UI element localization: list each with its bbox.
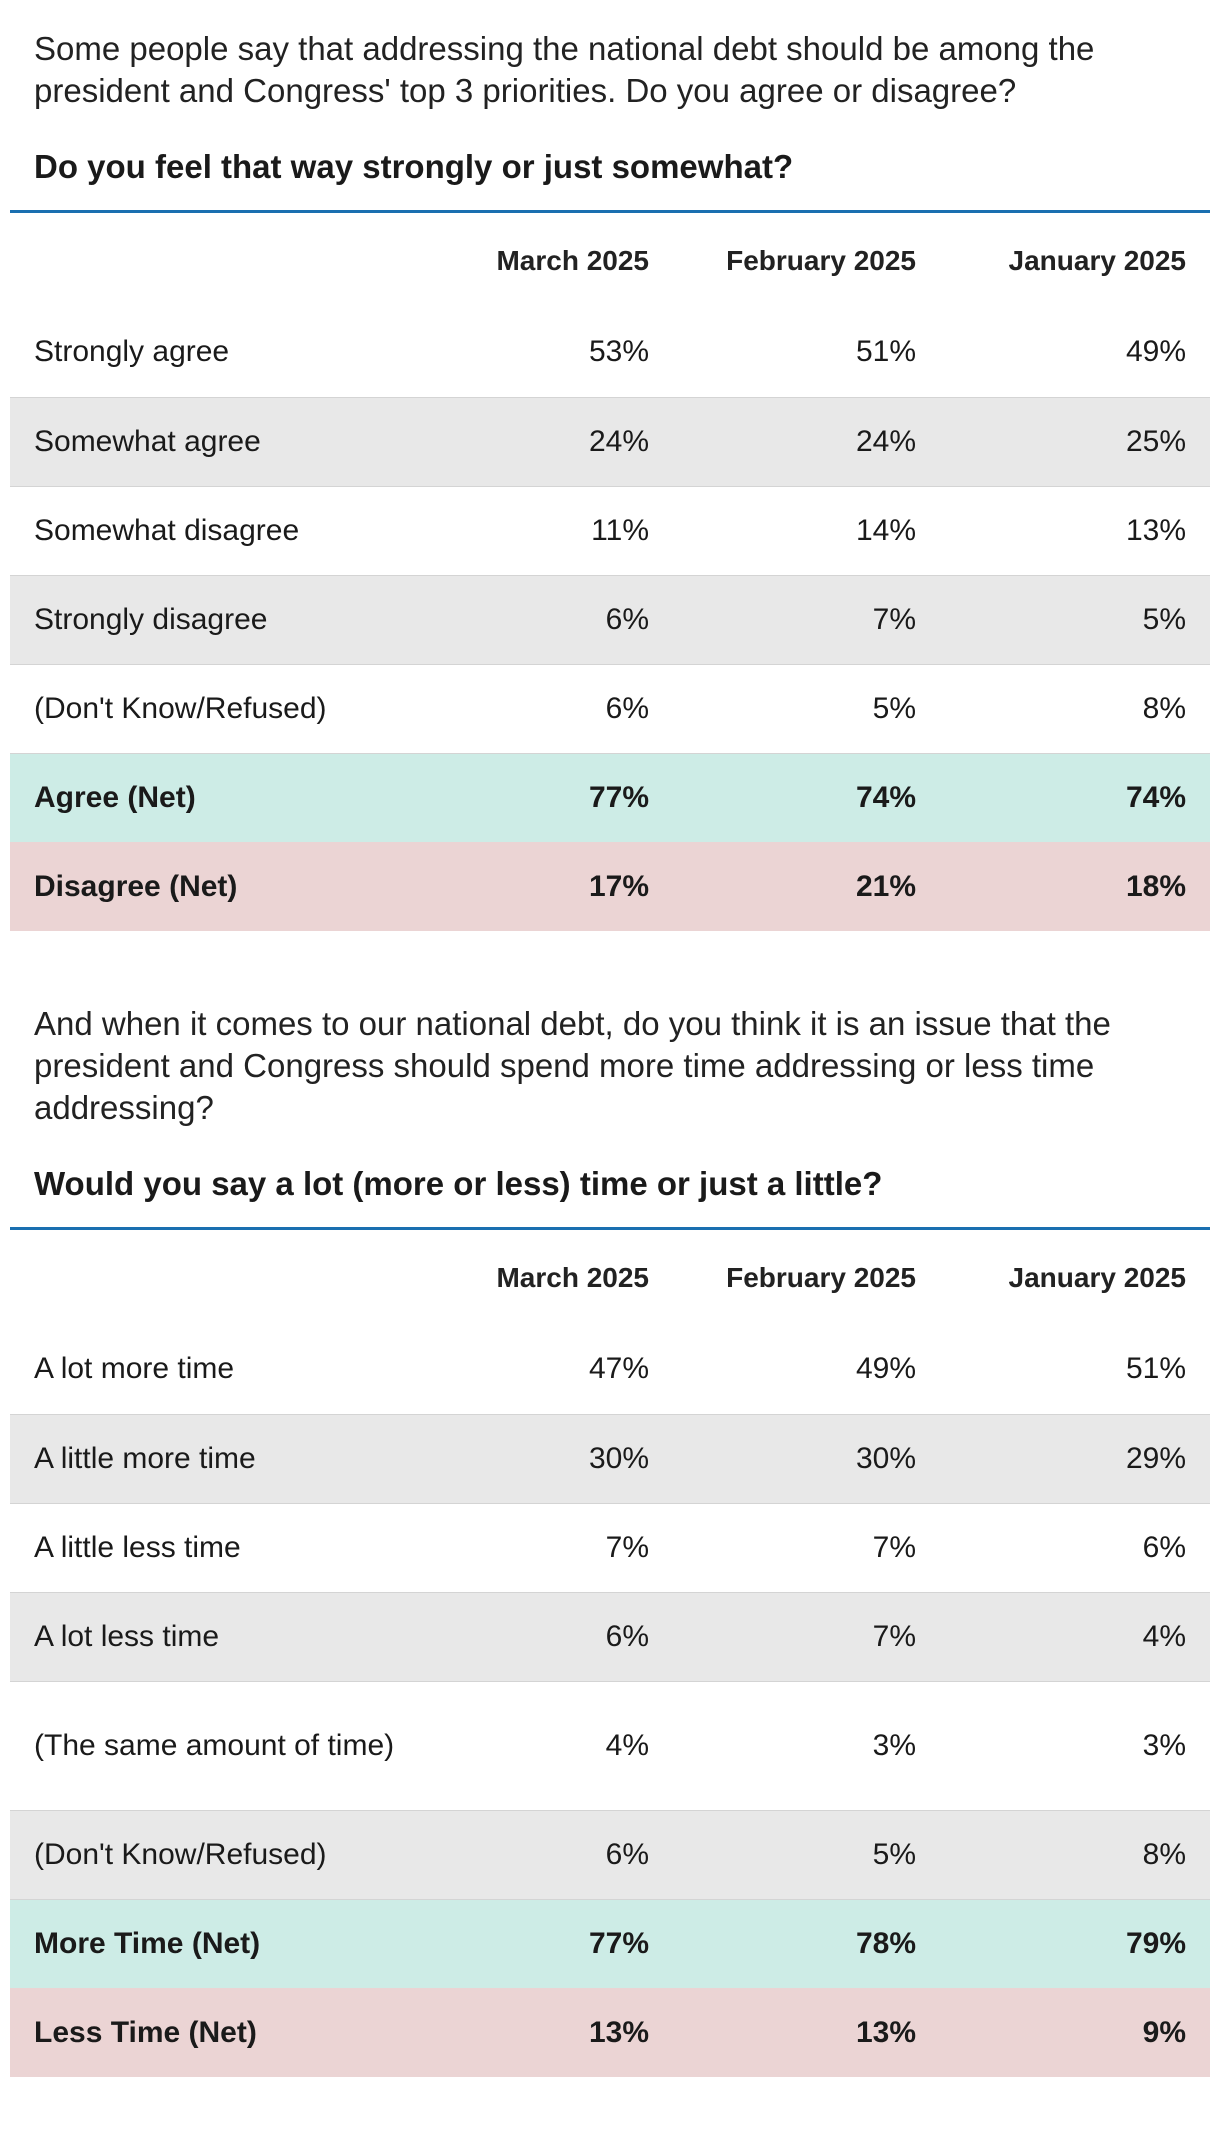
row-label: (The same amount of time): [10, 1681, 454, 1811]
survey-table-2: March 2025 February 2025 January 2025 A …: [10, 1227, 1210, 2077]
value-march: 6%: [454, 1810, 673, 1900]
table-row: Strongly agree 53% 51% 49%: [10, 308, 1210, 398]
value-march: 6%: [454, 664, 673, 754]
table-row: (The same amount of time) 4% 3% 3%: [10, 1681, 1210, 1811]
value-january: 51%: [940, 1325, 1210, 1415]
column-header-march: March 2025: [496, 244, 649, 276]
value-february: 74%: [673, 753, 940, 842]
column-header-march: March 2025: [496, 1261, 649, 1293]
value-january: 5%: [940, 575, 1210, 665]
value-march: 6%: [454, 575, 673, 665]
value-january: 74%: [940, 753, 1210, 842]
net-positive-row: Agree (Net) 77% 74% 74%: [10, 753, 1210, 842]
value-february: 5%: [673, 1810, 940, 1900]
table-row: A lot more time 47% 49% 51%: [10, 1325, 1210, 1415]
value-january: 25%: [940, 397, 1210, 487]
value-february: 51%: [673, 308, 940, 398]
net-positive-row: More Time (Net) 77% 78% 79%: [10, 1899, 1210, 1988]
subquestion-1-text: Do you feel that way strongly or just so…: [34, 148, 794, 185]
value-january: 8%: [940, 1810, 1210, 1900]
table-row: A little more time 30% 30% 29%: [10, 1414, 1210, 1504]
value-january: 29%: [940, 1414, 1210, 1504]
table-row: Strongly disagree 6% 7% 5%: [10, 575, 1210, 665]
row-label: A little more time: [10, 1414, 454, 1504]
row-label: A lot less time: [10, 1592, 454, 1682]
value-february: 13%: [673, 1988, 940, 2077]
column-header-january: January 2025: [1008, 244, 1186, 276]
survey-page: Some people say that addressing the nati…: [0, 30, 1220, 2077]
net-negative-row: Less Time (Net) 13% 13% 9%: [10, 1988, 1210, 2077]
row-label: Agree (Net): [10, 753, 454, 842]
row-label: Somewhat disagree: [10, 486, 454, 576]
table-row: Somewhat agree 24% 24% 25%: [10, 397, 1210, 487]
row-label: A little less time: [10, 1503, 454, 1593]
question-1-text: Some people say that addressing the nati…: [34, 30, 1095, 109]
value-february: 7%: [673, 575, 940, 665]
value-march: 53%: [454, 308, 673, 398]
value-march: 13%: [454, 1988, 673, 2077]
value-january: 18%: [940, 842, 1210, 931]
table-row: A lot less time 6% 7% 4%: [10, 1592, 1210, 1682]
value-february: 78%: [673, 1899, 940, 1988]
value-february: 7%: [673, 1503, 940, 1593]
value-february: 21%: [673, 842, 940, 931]
value-january: 8%: [940, 664, 1210, 754]
column-header-january: January 2025: [1008, 1261, 1186, 1293]
value-february: 14%: [673, 486, 940, 576]
value-march: 47%: [454, 1325, 673, 1415]
table-row: (Don't Know/Refused) 6% 5% 8%: [10, 1810, 1210, 1900]
value-february: 7%: [673, 1592, 940, 1682]
value-february: 30%: [673, 1414, 940, 1504]
net-negative-row: Disagree (Net) 17% 21% 18%: [10, 842, 1210, 931]
value-february: 24%: [673, 397, 940, 487]
row-label: Somewhat agree: [10, 397, 454, 487]
row-label: A lot more time: [10, 1325, 454, 1415]
table-row: Somewhat disagree 11% 14% 13%: [10, 486, 1210, 576]
row-label: Strongly disagree: [10, 575, 454, 665]
row-label: Disagree (Net): [10, 842, 454, 931]
table-header-row: March 2025 February 2025 January 2025: [10, 1229, 1210, 1326]
value-march: 77%: [454, 1899, 673, 1988]
value-january: 79%: [940, 1899, 1210, 1988]
row-label: Less Time (Net): [10, 1988, 454, 2077]
table-row: A little less time 7% 7% 6%: [10, 1503, 1210, 1593]
value-march: 24%: [454, 397, 673, 487]
header-empty-cell: [10, 212, 454, 309]
question-2-text: And when it comes to our national debt, …: [34, 1005, 1111, 1126]
section-spacer: [0, 931, 1220, 1003]
value-january: 13%: [940, 486, 1210, 576]
value-february: 49%: [673, 1325, 940, 1415]
survey-table-1: March 2025 February 2025 January 2025 St…: [10, 210, 1210, 931]
value-march: 17%: [454, 842, 673, 931]
row-label: (Don't Know/Refused): [10, 664, 454, 754]
value-january: 49%: [940, 308, 1210, 398]
row-label: (Don't Know/Refused): [10, 1810, 454, 1900]
value-march: 6%: [454, 1592, 673, 1682]
value-march: 4%: [454, 1681, 673, 1811]
value-january: 4%: [940, 1592, 1210, 1682]
value-march: 7%: [454, 1503, 673, 1593]
value-january: 9%: [940, 1988, 1210, 2077]
row-label: Strongly agree: [10, 308, 454, 398]
value-march: 30%: [454, 1414, 673, 1504]
value-january: 6%: [940, 1503, 1210, 1593]
subquestion-2-text: Would you say a lot (more or less) time …: [34, 1165, 883, 1202]
value-february: 3%: [673, 1681, 940, 1811]
row-label: More Time (Net): [10, 1899, 454, 1988]
header-empty-cell: [10, 1229, 454, 1326]
value-march: 77%: [454, 753, 673, 842]
table-header-row: March 2025 February 2025 January 2025: [10, 212, 1210, 309]
value-march: 11%: [454, 486, 673, 576]
value-february: 5%: [673, 664, 940, 754]
column-header-february: February 2025: [726, 244, 916, 276]
column-header-february: February 2025: [726, 1261, 916, 1293]
value-january: 3%: [940, 1681, 1210, 1811]
table-row: (Don't Know/Refused) 6% 5% 8%: [10, 664, 1210, 754]
